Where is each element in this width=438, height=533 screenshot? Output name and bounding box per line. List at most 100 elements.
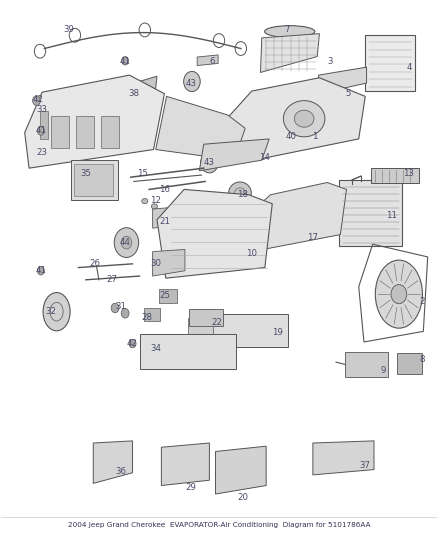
Circle shape (121, 309, 129, 318)
Bar (76, 116, 94, 148)
Bar (51, 116, 69, 148)
Text: 2: 2 (419, 296, 425, 305)
Text: 3: 3 (328, 58, 333, 66)
Text: 9: 9 (380, 366, 385, 375)
Text: 37: 37 (360, 462, 371, 470)
Text: 28: 28 (141, 312, 152, 321)
Circle shape (114, 228, 139, 257)
Text: 23: 23 (37, 148, 48, 157)
Text: 14: 14 (259, 153, 270, 162)
Circle shape (121, 236, 132, 249)
Bar (71, 160, 118, 200)
Text: 33: 33 (37, 105, 48, 114)
Text: 31: 31 (115, 302, 126, 311)
Polygon shape (371, 168, 419, 182)
Ellipse shape (43, 293, 70, 331)
Polygon shape (318, 67, 367, 94)
Text: 10: 10 (246, 249, 257, 258)
Text: 8: 8 (419, 355, 425, 364)
Circle shape (37, 266, 44, 275)
Ellipse shape (229, 182, 251, 204)
Bar (187, 318, 213, 344)
Text: 21: 21 (159, 217, 170, 226)
Text: 34: 34 (150, 344, 161, 353)
Text: 17: 17 (307, 233, 318, 242)
Bar (345, 352, 388, 377)
Polygon shape (261, 34, 319, 72)
Bar (339, 180, 403, 246)
Ellipse shape (265, 26, 315, 37)
Text: 41: 41 (35, 126, 46, 135)
Text: 43: 43 (204, 158, 215, 167)
Text: 2004 Jeep Grand Cherokee  EVAPORATOR-Air Conditioning  Diagram for 5101786AA: 2004 Jeep Grand Cherokee EVAPORATOR-Air … (68, 522, 370, 528)
Text: 32: 32 (46, 307, 57, 316)
Circle shape (122, 56, 129, 65)
Bar (159, 289, 177, 303)
Polygon shape (152, 205, 195, 228)
Text: 29: 29 (185, 482, 196, 491)
Text: 11: 11 (386, 212, 397, 221)
Text: 30: 30 (150, 260, 161, 268)
Text: 5: 5 (345, 89, 350, 98)
Text: 1: 1 (312, 132, 318, 141)
Polygon shape (215, 446, 266, 494)
Text: 38: 38 (128, 89, 139, 98)
Text: 41: 41 (120, 58, 131, 66)
Polygon shape (313, 441, 374, 475)
Circle shape (32, 96, 40, 106)
Text: 42: 42 (32, 94, 43, 103)
Bar (211, 314, 288, 348)
Polygon shape (161, 443, 209, 486)
Circle shape (129, 340, 136, 348)
Polygon shape (157, 189, 272, 278)
Text: 20: 20 (237, 493, 248, 502)
Bar (40, 111, 48, 139)
Text: 19: 19 (272, 328, 283, 337)
Bar (140, 334, 237, 368)
Text: 40: 40 (286, 132, 297, 141)
Ellipse shape (283, 101, 325, 137)
Polygon shape (249, 182, 346, 252)
Circle shape (37, 127, 44, 135)
Text: 26: 26 (89, 260, 100, 268)
Text: 7: 7 (284, 26, 290, 35)
Text: 12: 12 (150, 196, 161, 205)
Bar (365, 35, 416, 91)
Polygon shape (93, 441, 133, 483)
Text: 42: 42 (127, 339, 138, 348)
Polygon shape (228, 78, 365, 160)
Text: 25: 25 (159, 291, 170, 300)
Ellipse shape (151, 204, 157, 209)
Polygon shape (397, 353, 422, 374)
Bar (74, 165, 113, 196)
Polygon shape (199, 139, 269, 171)
Ellipse shape (142, 198, 148, 204)
Circle shape (111, 303, 119, 313)
Polygon shape (125, 76, 157, 99)
Polygon shape (152, 249, 185, 276)
Text: 44: 44 (120, 238, 131, 247)
Text: 13: 13 (403, 169, 414, 178)
Text: 4: 4 (406, 63, 412, 71)
Ellipse shape (294, 110, 314, 127)
Text: 6: 6 (210, 58, 215, 66)
Ellipse shape (375, 260, 423, 328)
Text: 35: 35 (80, 169, 92, 178)
Text: 36: 36 (115, 467, 126, 475)
Text: 27: 27 (106, 275, 117, 284)
Text: 22: 22 (211, 318, 223, 327)
Bar (189, 309, 223, 326)
Text: 18: 18 (237, 190, 248, 199)
Text: 15: 15 (137, 169, 148, 178)
Circle shape (391, 285, 407, 304)
Polygon shape (25, 75, 164, 168)
Text: 16: 16 (159, 185, 170, 194)
Text: 43: 43 (185, 78, 196, 87)
Text: 39: 39 (63, 26, 74, 35)
Polygon shape (155, 96, 245, 160)
Text: 41: 41 (35, 266, 46, 275)
Polygon shape (197, 55, 218, 66)
Bar (101, 116, 119, 148)
Ellipse shape (184, 71, 200, 92)
Bar (144, 308, 160, 321)
